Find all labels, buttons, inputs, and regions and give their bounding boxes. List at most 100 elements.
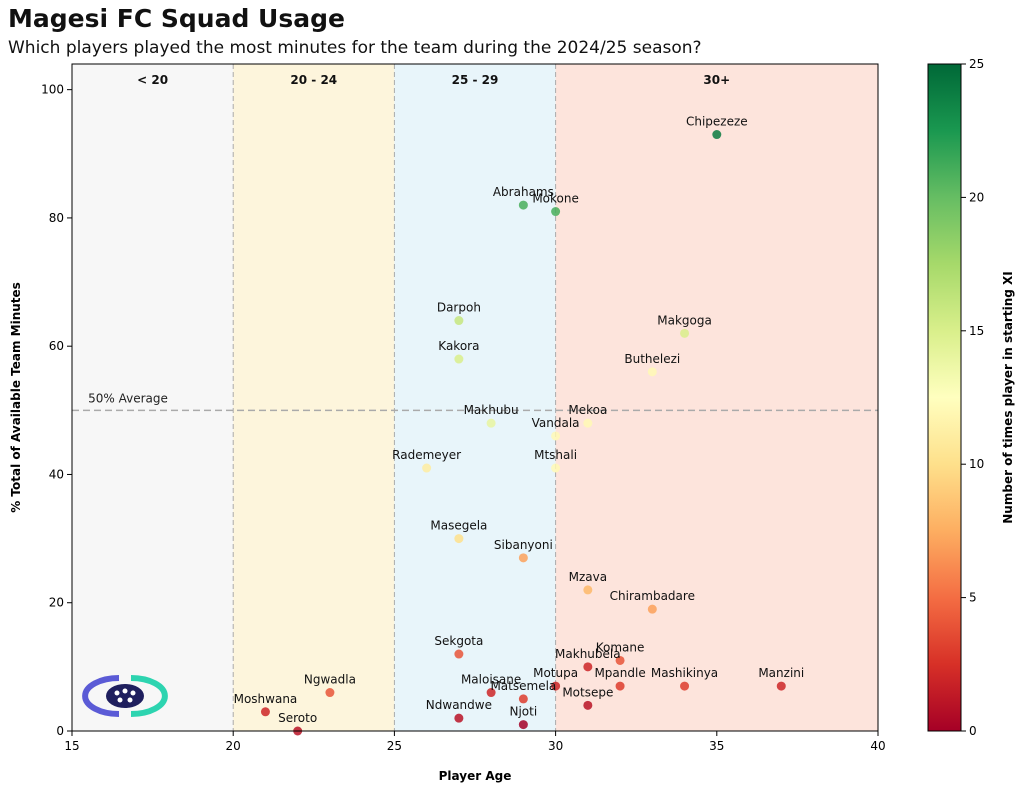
player-label: Rademeyer bbox=[392, 448, 461, 462]
x-tick-label: 25 bbox=[387, 739, 402, 753]
player-label: Sibanyoni bbox=[494, 538, 553, 552]
player-point[interactable] bbox=[647, 604, 657, 614]
y-tick-label: 60 bbox=[49, 339, 64, 353]
chart-title: Magesi FC Squad Usage bbox=[8, 4, 345, 33]
colorbar-tick-label: 0 bbox=[969, 724, 977, 738]
player-point[interactable] bbox=[422, 463, 432, 473]
player-point[interactable] bbox=[486, 688, 496, 698]
player-label: Mekoa bbox=[568, 403, 607, 417]
chart-subtitle: Which players played the most minutes fo… bbox=[8, 38, 702, 58]
age-band-label: 25 - 29 bbox=[452, 73, 499, 87]
player-point[interactable] bbox=[583, 585, 593, 595]
y-axis-label: % Total of Available Team Minutes bbox=[9, 282, 23, 513]
player-point[interactable] bbox=[260, 707, 270, 717]
x-tick-label: 20 bbox=[226, 739, 241, 753]
player-label: Buthelezi bbox=[624, 352, 680, 366]
player-label: Mokone bbox=[532, 192, 579, 206]
x-axis-label: Player Age bbox=[439, 769, 512, 783]
player-point[interactable] bbox=[518, 720, 528, 730]
player-point[interactable] bbox=[551, 431, 561, 441]
plot-frame bbox=[71, 63, 879, 732]
x-tick-label: 30 bbox=[548, 739, 563, 753]
player-point[interactable] bbox=[454, 534, 464, 544]
age-band-2 bbox=[394, 64, 556, 731]
age-band-3 bbox=[555, 64, 878, 731]
player-label: Chirambadare bbox=[610, 589, 695, 603]
player-point[interactable] bbox=[647, 367, 657, 377]
y-tick-label: 80 bbox=[49, 211, 64, 225]
club-logo bbox=[82, 675, 168, 717]
player-label: Manzini bbox=[758, 666, 804, 680]
reference-line-group: 50% Average bbox=[72, 391, 878, 412]
player-label: Seroto bbox=[278, 711, 317, 725]
colorbar-label: Number of times player in starting XI bbox=[1001, 271, 1015, 523]
y-tick-label: 0 bbox=[56, 724, 64, 738]
player-label: Kakora bbox=[438, 339, 479, 353]
player-point[interactable] bbox=[712, 130, 722, 140]
player-label: Ngwadla bbox=[304, 673, 356, 687]
player-point[interactable] bbox=[518, 553, 528, 563]
player-point[interactable] bbox=[583, 700, 593, 710]
axes: 15 20 25 30 35 40 0 20 40 60 80 100 Player Age % Tota… bbox=[9, 63, 886, 783]
colorbar: 0 5 10 15 20 25 Number of times player in star… bbox=[927, 57, 1015, 738]
player-label: Motupa bbox=[533, 666, 578, 680]
player-point[interactable] bbox=[551, 681, 561, 691]
player-point[interactable] bbox=[454, 649, 464, 659]
player-label: Makgoga bbox=[657, 313, 712, 327]
player-label: Vandala bbox=[532, 416, 580, 430]
player-label: Sekgota bbox=[434, 634, 483, 648]
player-point[interactable] bbox=[680, 328, 690, 338]
x-tick-label: 35 bbox=[709, 739, 724, 753]
player-point[interactable] bbox=[615, 655, 625, 665]
x-tick-label: 15 bbox=[64, 739, 79, 753]
player-point[interactable] bbox=[486, 418, 496, 428]
colorbar-tick-label: 5 bbox=[969, 591, 977, 605]
player-label: Moshwana bbox=[234, 692, 298, 706]
player-label: Mzava bbox=[569, 570, 607, 584]
y-tick-label: 40 bbox=[49, 467, 64, 481]
player-point[interactable] bbox=[615, 681, 625, 691]
player-label: Abrahams bbox=[493, 185, 554, 199]
player-point[interactable] bbox=[551, 463, 561, 473]
player-point[interactable] bbox=[454, 713, 464, 723]
player-label: Maloisane bbox=[461, 673, 521, 687]
y-tick-label: 20 bbox=[49, 596, 64, 610]
player-label: Mashikinya bbox=[651, 666, 718, 680]
player-point[interactable] bbox=[583, 418, 593, 428]
colorbar-tick-label: 10 bbox=[969, 457, 984, 471]
player-point[interactable] bbox=[325, 688, 335, 698]
age-band-0 bbox=[72, 64, 234, 731]
player-label: Njoti bbox=[510, 705, 538, 719]
colorbar-tick-label: 20 bbox=[969, 190, 984, 204]
player-label: Masegela bbox=[430, 519, 487, 533]
player-label: Darpoh bbox=[437, 301, 481, 315]
player-point[interactable] bbox=[518, 200, 528, 210]
player-label: Mtshali bbox=[534, 448, 577, 462]
x-tick-label: 40 bbox=[870, 739, 885, 753]
age-band-1 bbox=[233, 64, 395, 731]
age-band-label: < 20 bbox=[137, 73, 168, 87]
colorbar-scale bbox=[927, 63, 962, 732]
player-point[interactable] bbox=[518, 694, 528, 704]
player-label: Makhubela bbox=[555, 647, 621, 661]
average-line-label: 50% Average bbox=[88, 391, 168, 405]
colorbar-tick-label: 15 bbox=[969, 324, 984, 338]
player-point[interactable] bbox=[551, 207, 561, 217]
player-label: Komane bbox=[596, 640, 645, 654]
player-point[interactable] bbox=[454, 354, 464, 364]
player-label: Mpandle bbox=[594, 666, 645, 680]
player-label: Ndwandwe bbox=[426, 698, 492, 712]
player-label: Makhubu bbox=[464, 403, 519, 417]
player-point[interactable] bbox=[454, 316, 464, 326]
y-tick-label: 100 bbox=[41, 83, 64, 97]
player-point[interactable] bbox=[680, 681, 690, 691]
player-point[interactable] bbox=[583, 662, 593, 672]
colorbar-tick-label: 25 bbox=[969, 57, 984, 71]
player-label: Motsepe bbox=[562, 685, 613, 699]
player-point[interactable] bbox=[776, 681, 786, 691]
player-label: Matsemela bbox=[490, 679, 556, 693]
age-band-label: 30+ bbox=[703, 73, 730, 87]
player-label: Chipezeze bbox=[686, 115, 748, 129]
